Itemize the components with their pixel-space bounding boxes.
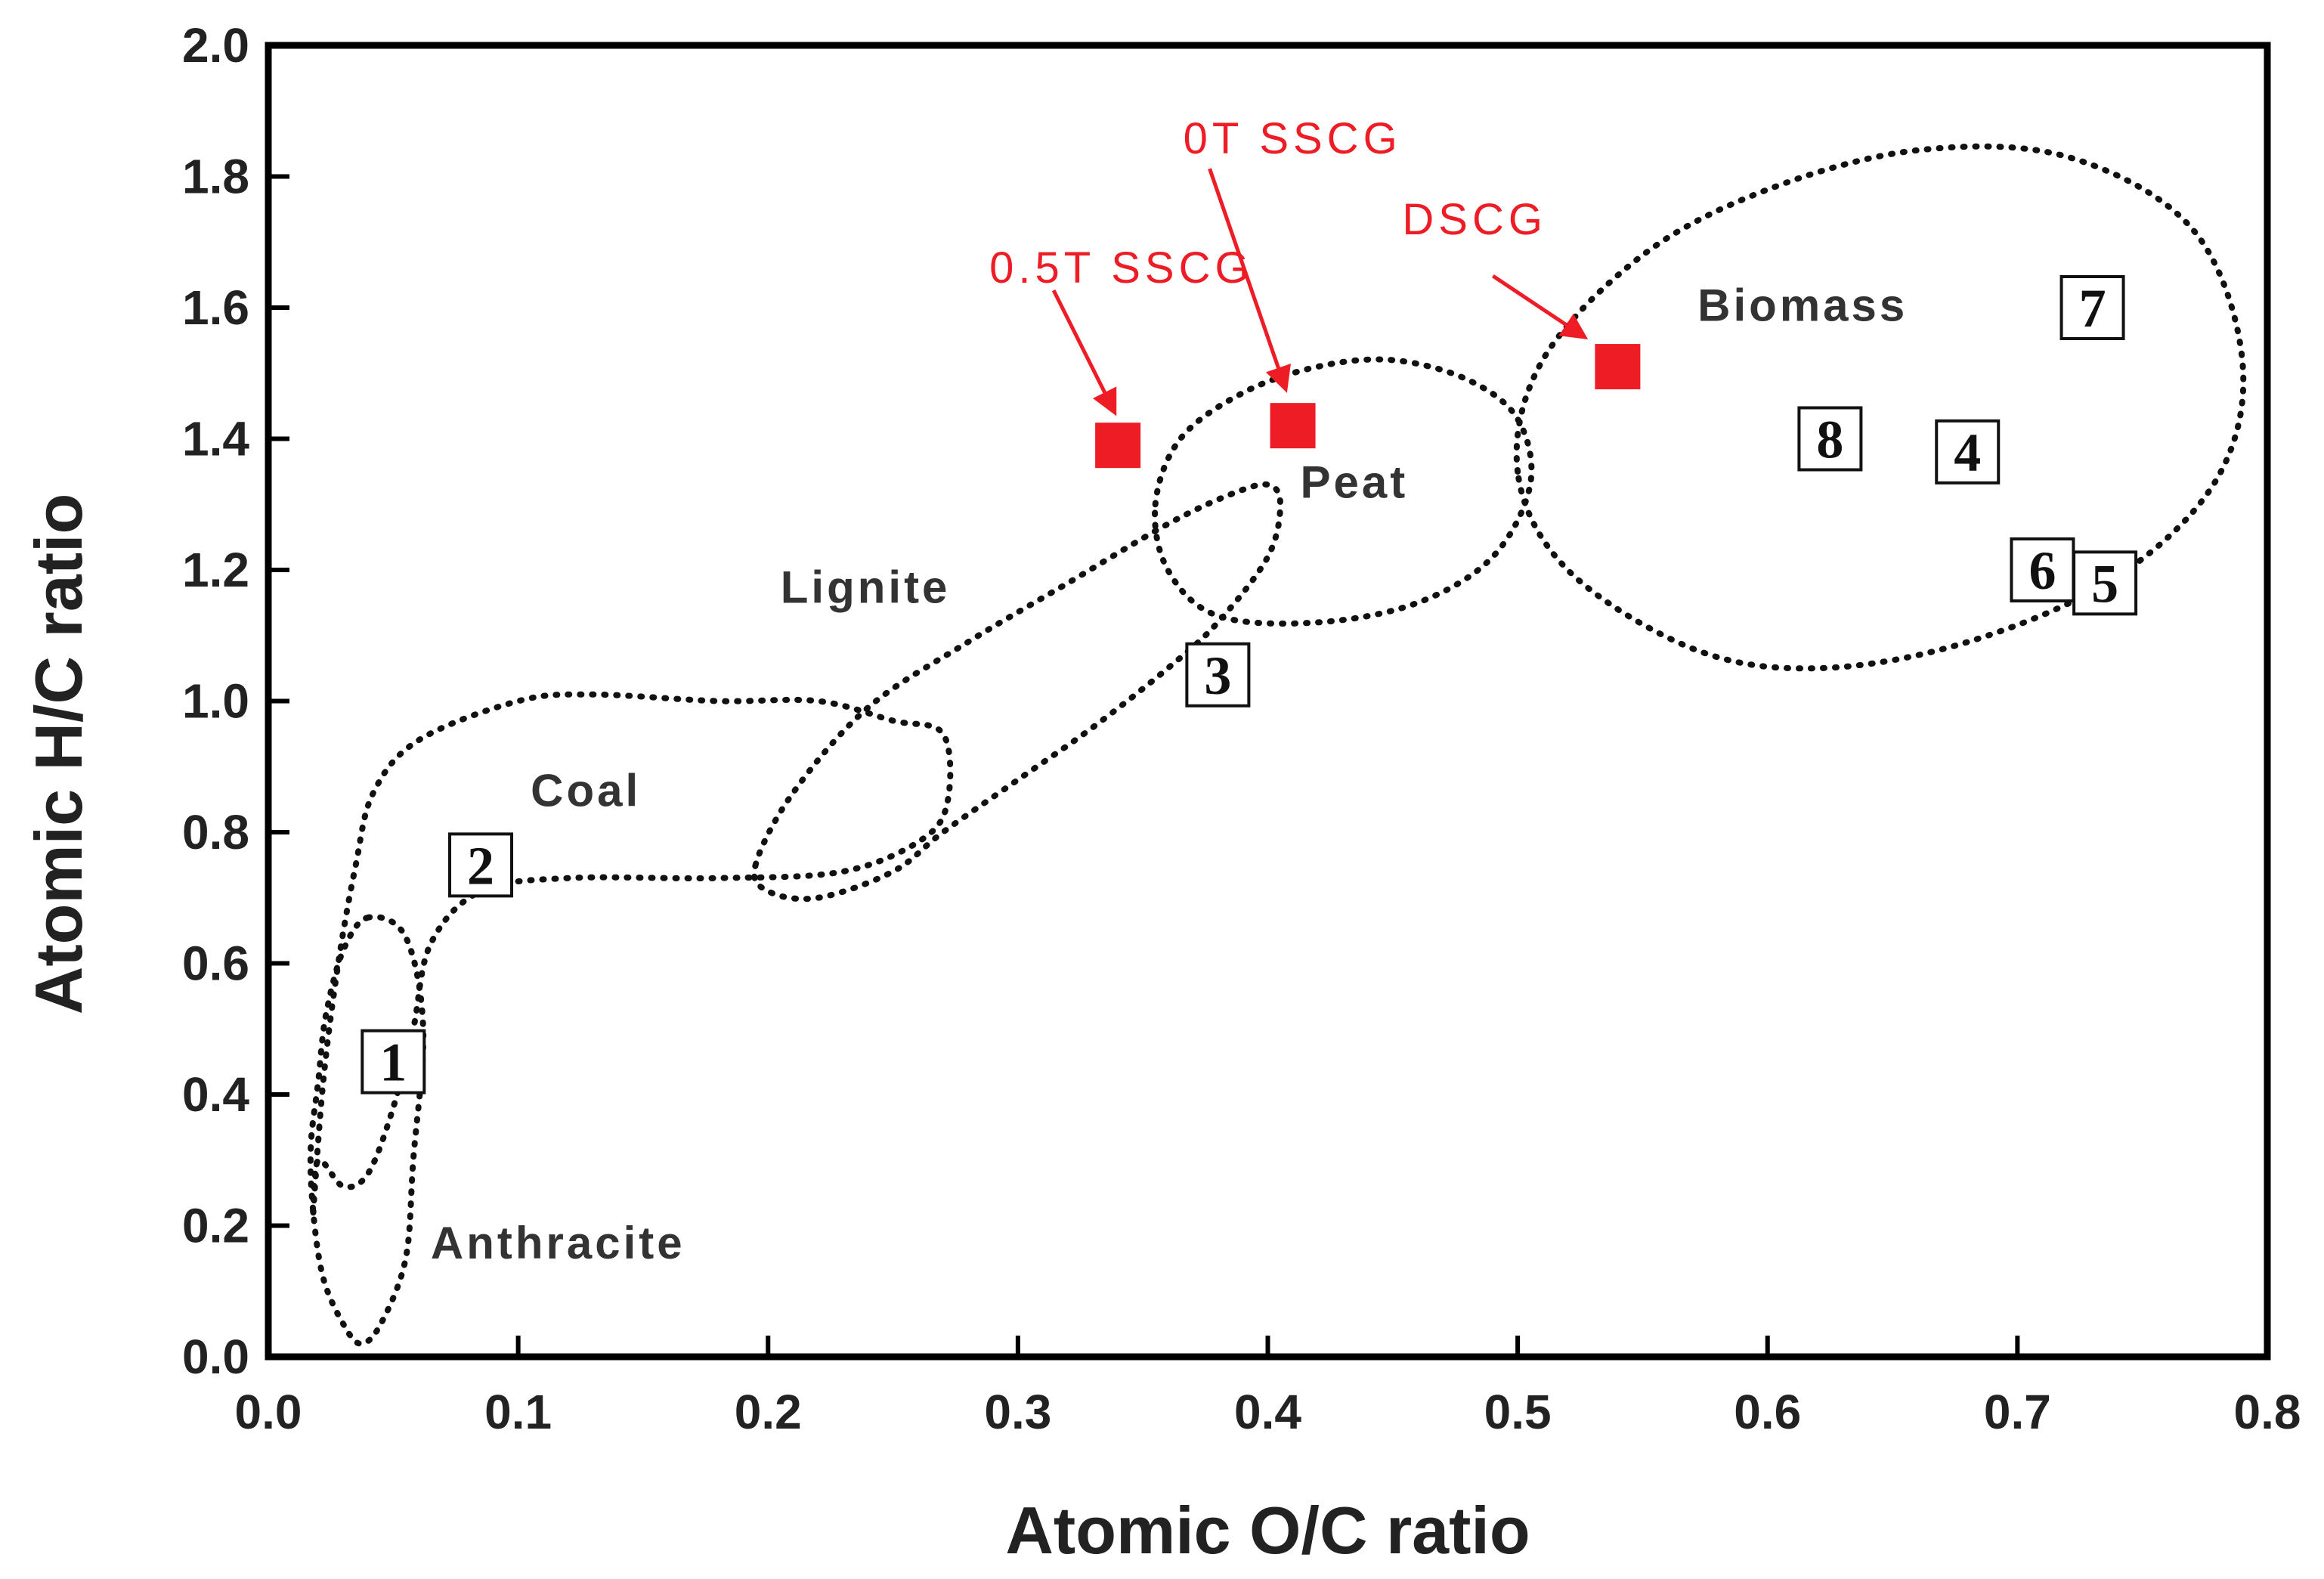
reference-point-7: 7 (2059, 275, 2125, 340)
sample-marker (1270, 403, 1316, 449)
sample-label: 0T SSCG (1184, 114, 1402, 163)
sample-arrow (1208, 168, 1291, 393)
x-tick-label: 0.2 (735, 1385, 802, 1439)
x-tick-label: 0.1 (484, 1385, 552, 1439)
reference-point-3: 3 (1185, 642, 1251, 707)
reference-point-box (2072, 550, 2138, 616)
sample-point-0tsscg: 0T SSCG (1184, 114, 1402, 449)
sample-point-0-5tsscg: 0.5T SSCG (989, 243, 1254, 469)
x-tick-label: 0.5 (1484, 1385, 1552, 1439)
reference-point-box (2059, 275, 2125, 340)
reference-point-number: 8 (1816, 410, 1843, 470)
y-tick-label: 2.0 (182, 18, 249, 73)
sample-marker (1595, 344, 1641, 390)
x-tick-label: 0.7 (1984, 1385, 2051, 1439)
sample-label: 0.5T SSCG (989, 243, 1254, 293)
x-tick-label: 0.6 (1734, 1385, 1801, 1439)
y-tick-label: 1.8 (182, 150, 249, 204)
reference-point-box (2010, 537, 2075, 602)
region-label-lignite: Lignite (781, 562, 951, 612)
reference-point-5: 5 (2072, 550, 2138, 616)
y-tick-label: 0.6 (182, 937, 249, 991)
reference-point-2: 2 (448, 832, 514, 898)
sample-point-dscg: DSCG (1402, 195, 1641, 390)
region-outline-coal (310, 691, 954, 1218)
reference-point-6: 6 (2010, 537, 2075, 602)
region-outline-anthracite (307, 914, 427, 1347)
reference-point-number: 6 (2028, 540, 2056, 601)
reference-point-box (1185, 642, 1251, 707)
region-label-peat: Peat (1300, 457, 1408, 508)
region-outlines: Anthracite Coal Lignite Peat Biomass (307, 143, 2247, 1347)
reference-point-number: 4 (1954, 423, 1981, 483)
plot-frame (265, 42, 2271, 1361)
reference-point-box (448, 832, 514, 898)
y-tick-label: 1.4 (182, 412, 249, 466)
region-outline-peat (1152, 356, 1535, 627)
reference-point-4: 4 (1935, 419, 2001, 485)
y-tick-label: 0.8 (182, 805, 249, 859)
x-tick-label: 0.3 (984, 1385, 1051, 1439)
y-tick-label: 0.0 (182, 1330, 249, 1384)
y-tick-label: 1.0 (182, 674, 249, 729)
y-tick-label: 1.2 (182, 543, 249, 597)
reference-point-number: 1 (379, 1033, 407, 1093)
region-outline-lignite (751, 481, 1284, 903)
reference-point-number: 2 (467, 835, 494, 896)
region-label-biomass: Biomass (1697, 280, 1908, 330)
x-tick-label: 0.0 (235, 1385, 302, 1439)
reference-point-8: 8 (1797, 406, 1863, 472)
reference-point-1: 1 (361, 1029, 426, 1094)
y-tick-label: 0.2 (182, 1199, 249, 1253)
y-axis-title: Atomic H/C ratio (21, 494, 96, 1014)
x-axis-title: Atomic O/C ratio (1005, 1493, 1530, 1568)
reference-point-number: 7 (2079, 278, 2106, 339)
reference-point-box (1797, 406, 1863, 472)
sample-marker (1095, 423, 1141, 469)
sample-label: DSCG (1402, 195, 1547, 244)
region-label-anthracite: Anthracite (431, 1218, 685, 1268)
region-label-coal: Coal (531, 765, 641, 816)
reference-point-number: 5 (2091, 553, 2118, 614)
y-tick-label: 0.4 (182, 1067, 249, 1122)
sample-arrow (1491, 274, 1589, 339)
reference-point-box (1935, 419, 2001, 485)
y-tick-label: 1.6 (182, 280, 249, 335)
x-tick-label: 0.8 (2234, 1385, 2301, 1439)
reference-point-number: 3 (1204, 646, 1231, 706)
x-tick-label: 0.4 (1234, 1385, 1301, 1439)
reference-point-box (361, 1029, 426, 1094)
sample-arrow (1051, 289, 1117, 416)
axis-ticks: 0.0 0.1 0.2 0.3 0.4 0.5 0.6 0.7 0.8 0.0 0.2 0.4 0.6 0… (182, 18, 2301, 1439)
